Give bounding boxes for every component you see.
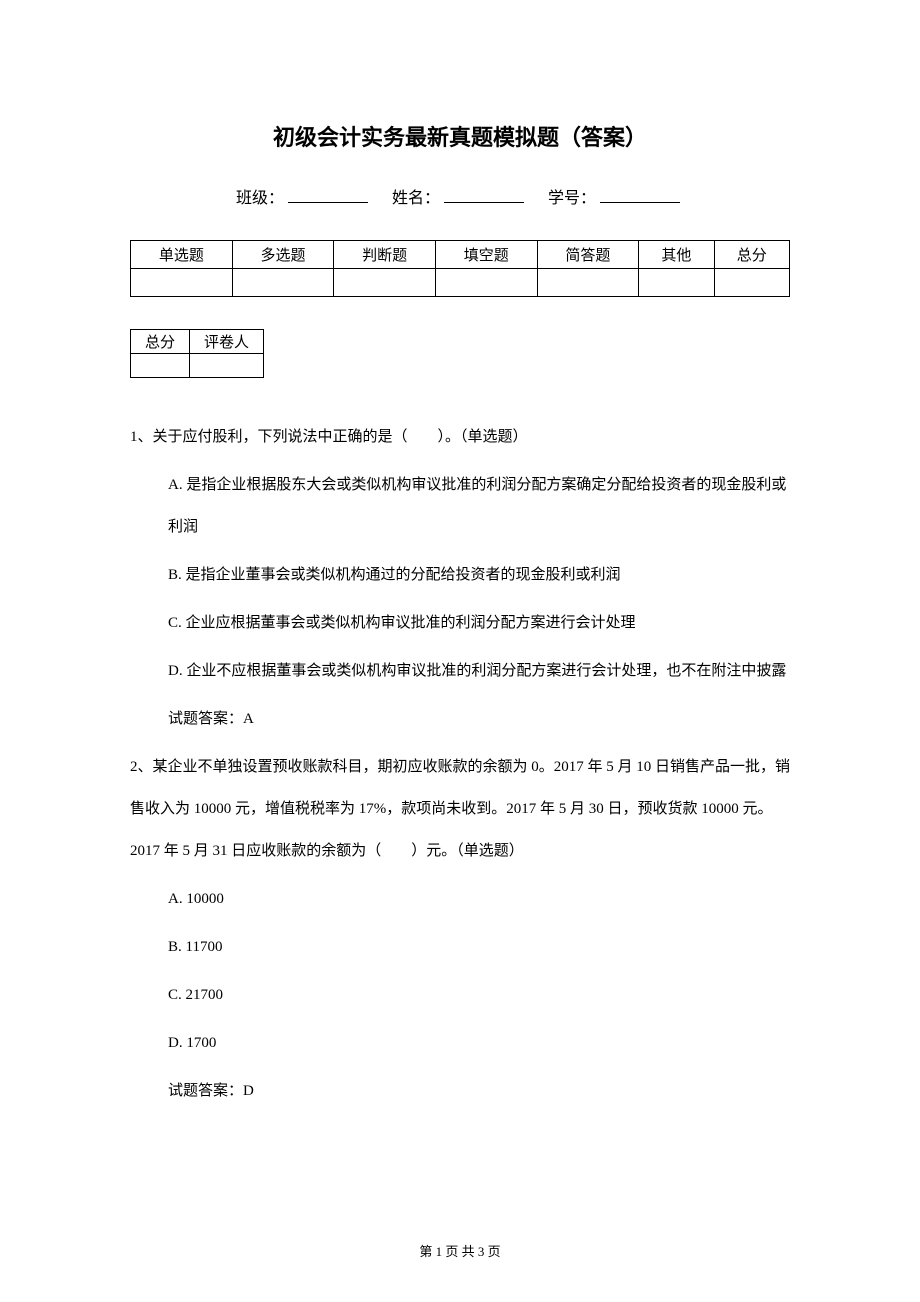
col-header: 判断题 xyxy=(334,241,436,269)
q2-option-b: B. 11700 xyxy=(130,926,790,968)
question-2: 2、某企业不单独设置预收账款科目，期初应收账款的余额为 0。2017 年 5 月… xyxy=(130,746,790,1112)
score-table: 单选题 多选题 判断题 填空题 简答题 其他 总分 xyxy=(130,240,790,297)
q2-option-c: C. 21700 xyxy=(130,974,790,1016)
small-cell: 评卷人 xyxy=(190,330,264,354)
col-header: 总分 xyxy=(714,241,789,269)
score-cell xyxy=(232,269,334,297)
score-cell xyxy=(639,269,714,297)
id-label: 学号： xyxy=(548,190,596,207)
q1-text: 1、关于应付股利，下列说法中正确的是（ ）。（单选题） xyxy=(130,416,790,458)
table-row: 总分 评卷人 xyxy=(131,330,264,354)
score-cell xyxy=(334,269,436,297)
q2-option-d: D. 1700 xyxy=(130,1022,790,1064)
small-cell xyxy=(190,354,264,378)
class-blank xyxy=(288,202,368,203)
q2-text: 2、某企业不单独设置预收账款科目，期初应收账款的余额为 0。2017 年 5 月… xyxy=(130,746,790,872)
question-1: 1、关于应付股利，下列说法中正确的是（ ）。（单选题） A. 是指企业根据股东大… xyxy=(130,416,790,740)
table-row xyxy=(131,269,790,297)
q2-answer: 试题答案：D xyxy=(130,1070,790,1112)
col-header: 多选题 xyxy=(232,241,334,269)
q1-option-d: D. 企业不应根据董事会或类似机构审议批准的利润分配方案进行会计处理，也不在附注… xyxy=(130,650,790,692)
q1-option-c: C. 企业应根据董事会或类似机构审议批准的利润分配方案进行会计处理 xyxy=(130,602,790,644)
name-blank xyxy=(444,202,524,203)
q1-option-b: B. 是指企业董事会或类似机构通过的分配给投资者的现金股利或利润 xyxy=(130,554,790,596)
q1-option-a: A. 是指企业根据股东大会或类似机构审议批准的利润分配方案确定分配给投资者的现金… xyxy=(130,464,790,548)
col-header: 单选题 xyxy=(131,241,233,269)
q1-answer: 试题答案：A xyxy=(130,698,790,740)
table-row xyxy=(131,354,264,378)
col-header: 填空题 xyxy=(435,241,537,269)
class-label: 班级： xyxy=(236,190,284,207)
col-header: 其他 xyxy=(639,241,714,269)
table-row: 单选题 多选题 判断题 填空题 简答题 其他 总分 xyxy=(131,241,790,269)
col-header: 简答题 xyxy=(537,241,639,269)
grader-table: 总分 评卷人 xyxy=(130,329,264,378)
small-cell xyxy=(131,354,190,378)
score-cell xyxy=(435,269,537,297)
score-cell xyxy=(537,269,639,297)
student-info-row: 班级： 姓名： 学号： xyxy=(130,184,790,208)
page-footer: 第 1 页 共 3 页 xyxy=(0,1241,920,1260)
score-cell xyxy=(714,269,789,297)
small-cell: 总分 xyxy=(131,330,190,354)
name-label: 姓名： xyxy=(392,190,440,207)
score-cell xyxy=(131,269,233,297)
q2-option-a: A. 10000 xyxy=(130,878,790,920)
id-blank xyxy=(600,202,680,203)
document-title: 初级会计实务最新真题模拟题（答案） xyxy=(130,120,790,152)
